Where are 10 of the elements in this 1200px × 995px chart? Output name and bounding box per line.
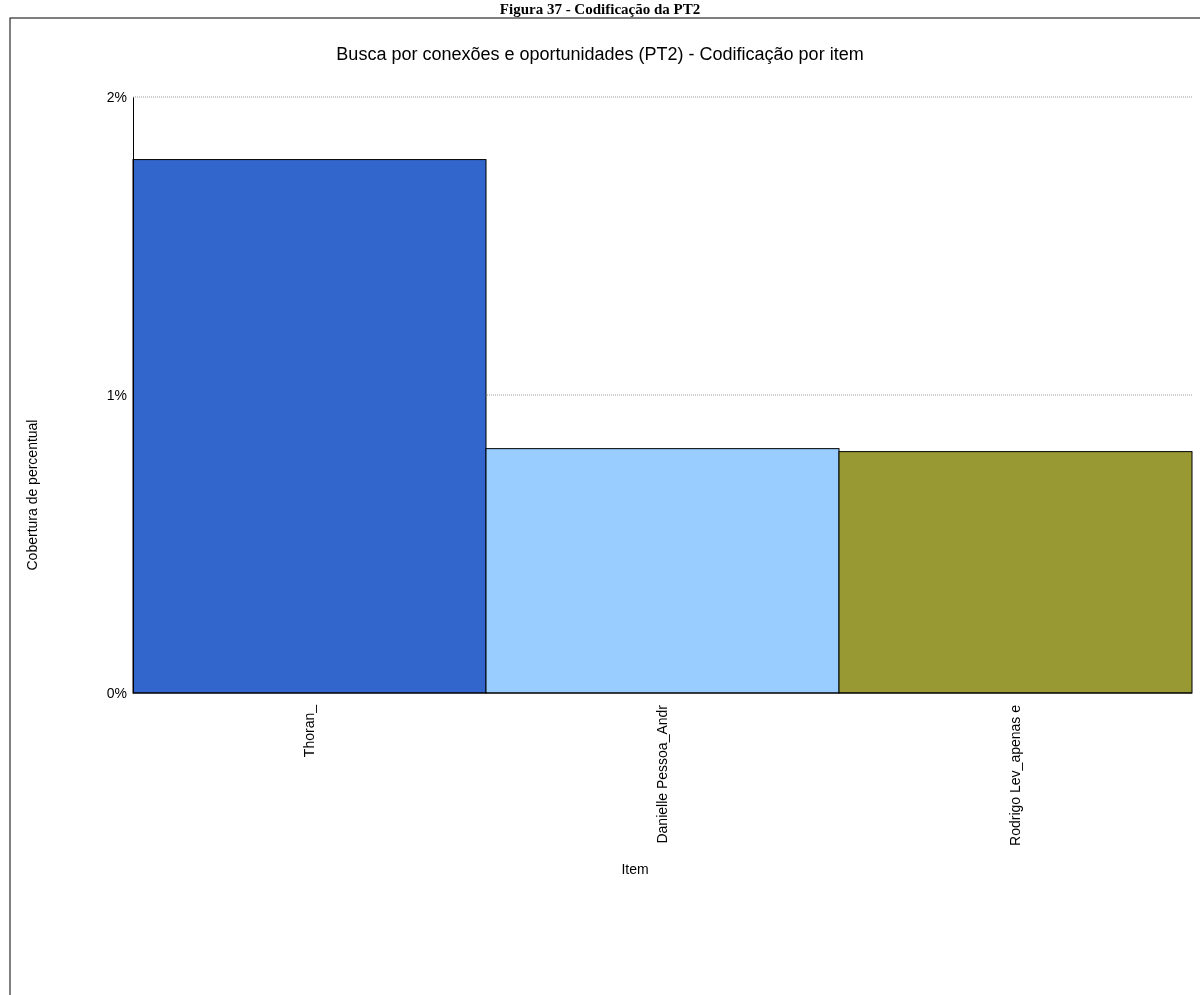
x-tick-label: Thoran_ [301, 704, 318, 758]
text: Figura 37 - Codificação da PT2 [499, 1, 701, 17]
x-tick-label: Danielle Pessoa_Andr [654, 704, 671, 844]
y-axis-title: Cobertura de percentual [24, 419, 40, 571]
y-tick-label: 1% [106, 386, 127, 403]
chart-title: Busca por conexões e oportunidades (PT2) - Codificação por item [336, 44, 864, 64]
x-axis-title: Item [621, 860, 649, 877]
y-tick-label: 2% [106, 88, 127, 105]
y-tick-label: 0% [106, 684, 127, 701]
x-tick-label: Rodrigo Lev_apenas e [1007, 704, 1024, 846]
